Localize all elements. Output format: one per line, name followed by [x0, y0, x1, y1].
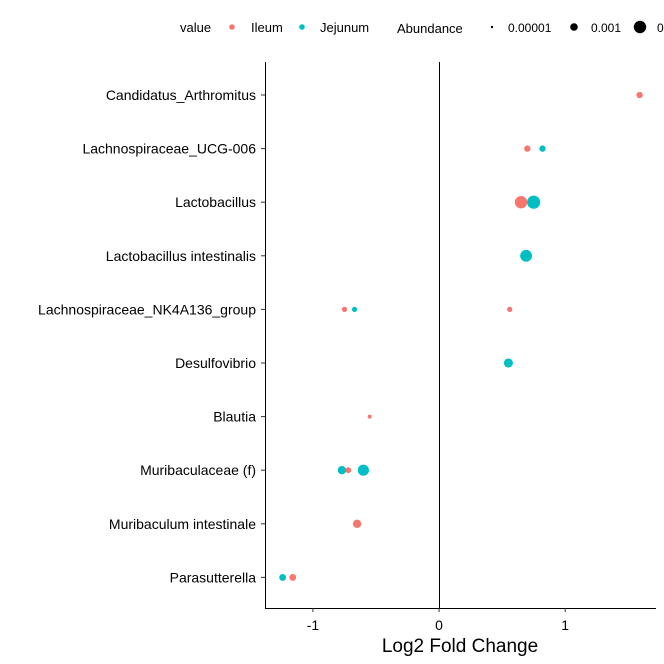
y-tick-label: Lachnospiraceae_NK4A136_group [38, 301, 256, 317]
legend-size-key-2 [570, 23, 578, 31]
point-ileum [507, 306, 513, 312]
point-jejunum [279, 573, 287, 581]
legend-jejunum-key [299, 24, 305, 30]
point-ileum [352, 519, 362, 528]
point-jejunum [527, 195, 541, 209]
y-tick-label: Candidatus_Arthromitus [106, 87, 256, 103]
y-tick-label: Parasutterella [170, 569, 257, 585]
point-jejunum [539, 145, 546, 152]
point-jejunum [503, 358, 513, 368]
point-ileum [514, 196, 528, 209]
legend-size-label-1: 0.00001 [508, 21, 552, 35]
point-ileum [289, 573, 297, 581]
legend-color-title: value [180, 20, 211, 35]
legend-size-title: Abundance [397, 21, 463, 36]
legend-size-label-2: 0.001 [591, 21, 621, 35]
data-points [279, 91, 643, 581]
point-jejunum [520, 249, 533, 262]
point-jejunum [337, 466, 347, 475]
legend-jejunum-label: Jejunum [320, 20, 369, 35]
y-tick-label: Lachnospiraceae_UCG-006 [82, 141, 256, 157]
point-ileum [636, 91, 643, 99]
x-axis-ticks: -1 0 1 [307, 608, 569, 633]
y-tick-label: Desulfovibrio [175, 355, 256, 371]
y-axis-ticks: Candidatus_Arthromitus Lachnospiraceae_UC… [38, 87, 265, 585]
legend-ileum-key [229, 24, 235, 30]
x-tick-label: -1 [307, 617, 320, 633]
legend: value Ileum Jejunum Abundance 0.00001 0.… [180, 20, 664, 36]
y-tick-label: Muribaculum intestinale [109, 516, 256, 532]
legend-size-key-3 [633, 20, 647, 34]
point-jejunum [351, 306, 358, 312]
legend-size-key-1 [490, 25, 494, 29]
point-jejunum [357, 464, 369, 476]
point-ileum [524, 145, 531, 152]
y-tick-label: Muribaculaceae (f) [140, 462, 256, 478]
point-ileum [345, 467, 352, 474]
y-tick-label: Lactobacillus [175, 194, 256, 210]
y-tick-label: Lactobacillus intestinalis [106, 248, 256, 264]
point-ileum [341, 306, 348, 312]
y-tick-label: Blautia [213, 409, 256, 425]
legend-ileum-label: Ileum [251, 20, 283, 35]
x-tick-label: 0 [435, 617, 443, 633]
x-axis-label: Log2 Fold Change [382, 636, 538, 657]
point-ileum [367, 414, 372, 419]
x-tick-label: 1 [561, 617, 569, 633]
legend-size-label-3: 0 [657, 21, 664, 35]
